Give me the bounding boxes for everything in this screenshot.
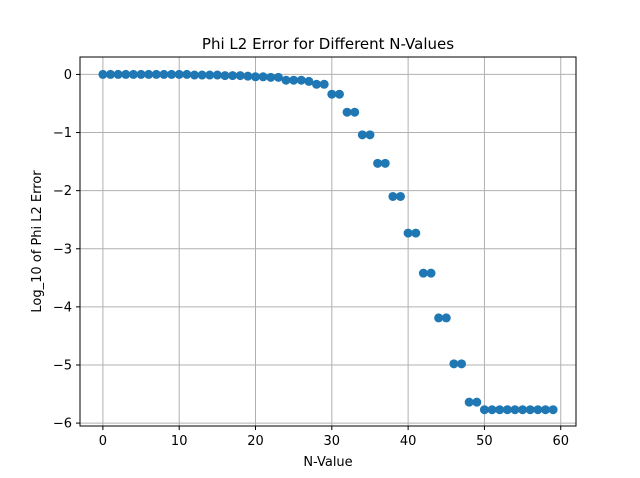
x-tick-label: 10 [171, 434, 188, 449]
data-point [121, 69, 131, 79]
data-point [449, 359, 459, 369]
data-point [289, 75, 299, 85]
data-point [258, 72, 268, 82]
data-point [144, 69, 154, 79]
x-tick-label: 60 [552, 434, 569, 449]
data-point [151, 69, 161, 79]
data-point [365, 130, 375, 140]
x-tick-label: 20 [247, 434, 264, 449]
data-point [228, 71, 238, 81]
plot-frame [79, 56, 577, 427]
x-tick-label: 0 [99, 434, 107, 449]
data-point [182, 69, 192, 79]
data-point [472, 397, 482, 407]
data-point [251, 72, 261, 82]
data-point [411, 228, 421, 238]
data-point [464, 397, 474, 407]
data-point [457, 359, 467, 369]
y-tick-label: −4 [53, 300, 72, 315]
data-point [243, 71, 253, 81]
data-point [388, 191, 398, 201]
data-point [167, 69, 177, 79]
data-point [273, 72, 283, 82]
data-point [319, 79, 329, 89]
data-point [113, 69, 123, 79]
data-point [212, 70, 222, 80]
y-tick-label: −1 [53, 126, 72, 141]
x-tick-label: 40 [400, 434, 417, 449]
data-point [357, 130, 367, 140]
data-point [189, 70, 199, 80]
y-tick-label: 0 [64, 68, 72, 83]
data-point [525, 405, 535, 415]
data-point [441, 313, 451, 323]
data-point [312, 79, 322, 89]
y-axis-label: Log_10 of Phi L2 Error [30, 170, 45, 313]
y-tick-label: −6 [53, 417, 72, 432]
data-point [395, 191, 405, 201]
chart-title: Phi L2 Error for Different N-Values [202, 35, 454, 53]
data-point [403, 228, 413, 238]
data-point [327, 89, 337, 99]
data-point [128, 69, 138, 79]
data-point [434, 313, 444, 323]
data-point [479, 405, 489, 415]
data-points [98, 69, 558, 415]
data-point [159, 69, 169, 79]
x-tick-label: 30 [324, 434, 341, 449]
data-point [373, 158, 383, 168]
data-point [540, 405, 550, 415]
data-point [136, 69, 146, 79]
data-point [266, 72, 276, 82]
data-point [304, 76, 314, 86]
y-tick-label: −5 [53, 358, 72, 373]
data-point [220, 71, 230, 81]
data-point [334, 89, 344, 99]
x-tick-label: 50 [476, 434, 493, 449]
data-point [380, 158, 390, 168]
data-point [487, 405, 497, 415]
data-point [510, 405, 520, 415]
data-point [235, 71, 245, 81]
data-point [174, 69, 184, 79]
data-point [502, 405, 512, 415]
data-point [548, 405, 558, 415]
data-point [518, 405, 528, 415]
y-tick-label: −2 [53, 184, 72, 199]
data-point [205, 70, 215, 80]
data-point [197, 70, 207, 80]
data-point [495, 405, 505, 415]
data-point [106, 69, 116, 79]
data-point [426, 268, 436, 278]
data-point [418, 268, 428, 278]
x-axis-label: N-Value [303, 455, 352, 470]
data-point [350, 107, 360, 117]
y-tick-label: −3 [53, 242, 72, 257]
data-point [342, 107, 352, 117]
data-point [533, 405, 543, 415]
axis-ticks: 0 10 20 30 40 50 60 0 −1 −2 −3 −4 −5 −6 [53, 68, 569, 449]
data-point [98, 69, 108, 79]
data-point [296, 75, 306, 85]
data-point [281, 75, 291, 85]
